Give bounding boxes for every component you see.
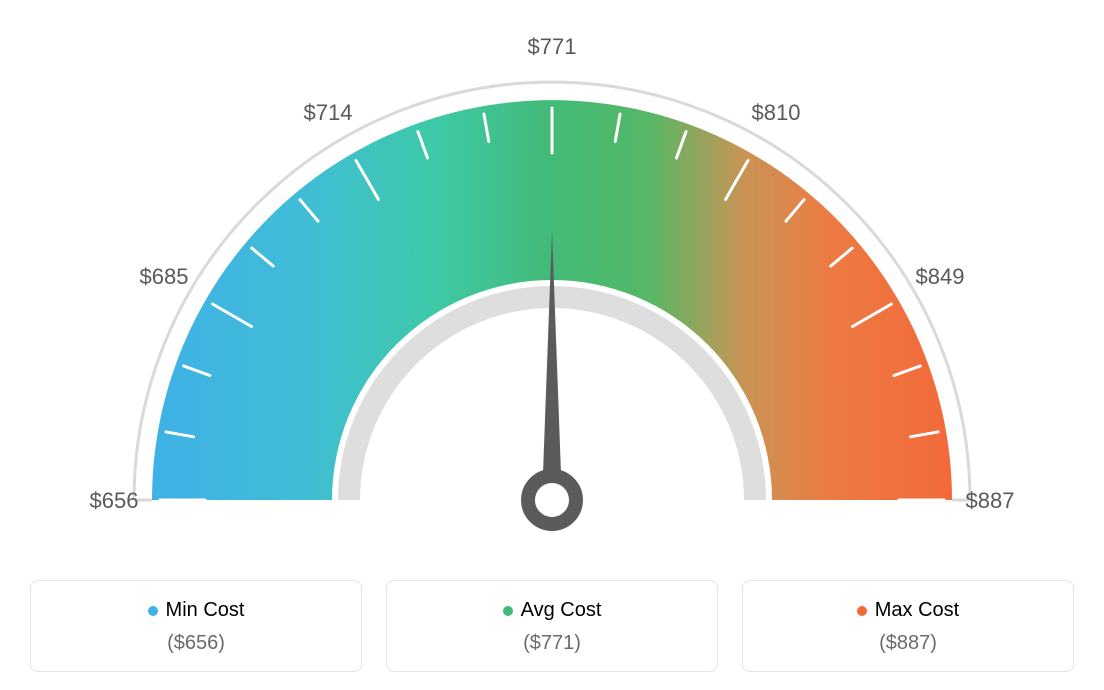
gauge-tick-label: $810 (752, 100, 801, 125)
gauge-needle-hub (528, 476, 576, 524)
gauge-tick-label: $849 (916, 264, 965, 289)
legend-value-min: ($656) (41, 632, 351, 655)
gauge-tick-label: $887 (966, 488, 1015, 513)
dot-icon-min (148, 606, 158, 616)
legend-title-avg-text: Avg Cost (521, 599, 602, 622)
gauge-group: $656 $685 $714 $771 $810 $849 $887 (90, 34, 1015, 524)
gauge-tick-label: $656 (90, 488, 139, 513)
legend-card-max: Max Cost ($887) (742, 580, 1074, 672)
legend-row: Min Cost ($656) Avg Cost ($771) Max Cost… (0, 580, 1104, 672)
legend-title-min-text: Min Cost (166, 599, 245, 622)
gauge-tick-label: $685 (140, 264, 189, 289)
dot-icon-avg (503, 606, 513, 616)
dot-icon-max (857, 606, 867, 616)
legend-title-max: Max Cost (857, 599, 959, 622)
gauge-tick-label: $714 (304, 100, 353, 125)
legend-title-min: Min Cost (148, 599, 245, 622)
gauge-area: $656 $685 $714 $771 $810 $849 $887 (0, 0, 1104, 570)
legend-card-avg: Avg Cost ($771) (386, 580, 718, 672)
gauge-tick-label: $771 (528, 34, 577, 59)
legend-value-avg: ($771) (397, 632, 707, 655)
legend-card-min: Min Cost ($656) (30, 580, 362, 672)
legend-value-max: ($887) (753, 632, 1063, 655)
cost-gauge-chart: $656 $685 $714 $771 $810 $849 $887 Min Cost ($… (0, 0, 1104, 690)
gauge-svg: $656 $685 $714 $771 $810 $849 $887 (0, 0, 1104, 570)
legend-title-max-text: Max Cost (875, 599, 959, 622)
legend-title-avg: Avg Cost (503, 599, 602, 622)
